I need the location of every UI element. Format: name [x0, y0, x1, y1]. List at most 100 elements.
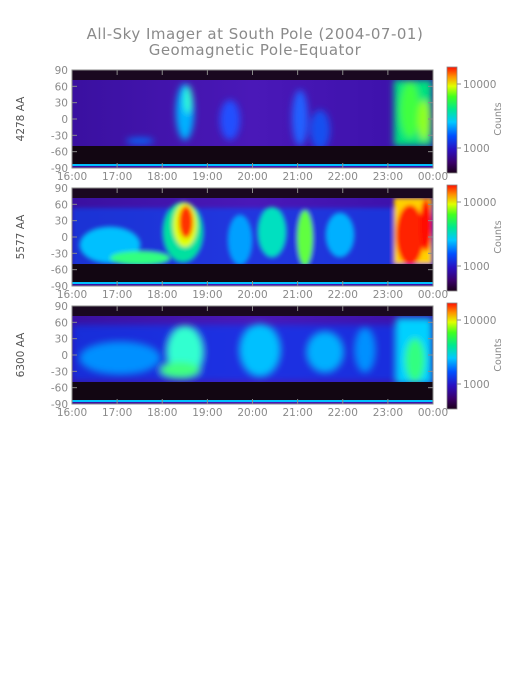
x-tick-label: 23:00 [373, 171, 403, 183]
colorbar-label: Counts [493, 102, 504, 135]
y-tick-label: 90 [55, 65, 68, 77]
aurora-emission [72, 318, 433, 384]
x-tick-label: 21:00 [282, 407, 312, 419]
y-tick-label: -90 [51, 163, 68, 175]
colorbar [446, 66, 458, 174]
colorbar-tick-label: 1000 [463, 143, 490, 155]
x-tick-label: 18:00 [147, 407, 177, 419]
y-tick-label: -90 [51, 399, 68, 411]
no-data-band-bottom [72, 382, 433, 400]
aurora-feature [400, 82, 420, 138]
x-tick-label: 16:00 [57, 289, 87, 301]
x-tick-label: 22:00 [328, 171, 358, 183]
aurora-feature [420, 199, 432, 251]
no-data-band-bottom [72, 146, 433, 164]
x-tick-label: 19:00 [192, 289, 222, 301]
x-tick-label: 20:00 [237, 171, 267, 183]
x-tick-label: 18:00 [147, 289, 177, 301]
y-tick-label: 30 [55, 334, 68, 346]
y-tick-label: -30 [51, 130, 68, 142]
aurora-feature [240, 324, 280, 376]
colorbar-tick-label: 10000 [463, 197, 496, 209]
y-axis-label: 5577 AA [15, 214, 27, 260]
x-tick-label: 16:00 [57, 171, 87, 183]
colorbar-tick-label: 10000 [463, 79, 496, 91]
heatmap-image [72, 188, 433, 286]
colorbar-label: Counts [493, 220, 504, 253]
x-tick-label: 16:00 [57, 407, 87, 419]
x-tick-label: 19:00 [192, 171, 222, 183]
aurora-feature [110, 251, 170, 265]
colorbar-tick-label: 1000 [463, 261, 490, 273]
aurora-feature [80, 342, 160, 374]
aurora-feature [326, 213, 354, 257]
aurora-feature [184, 86, 192, 114]
y-tick-label: 0 [61, 350, 68, 362]
heatmap-image [72, 306, 433, 404]
colorbar-tick-label: 10000 [463, 315, 496, 327]
aurora-feature [310, 110, 330, 150]
colorbar-label: Counts [493, 338, 504, 371]
y-axis-label: 4278 AA [15, 96, 27, 142]
x-tick-label: 17:00 [102, 407, 132, 419]
aurora-emission [126, 80, 432, 150]
y-tick-label: -30 [51, 366, 68, 378]
y-tick-label: 60 [55, 81, 68, 93]
y-axis-label: 6300 AA [15, 332, 27, 378]
x-tick-label: 19:00 [192, 407, 222, 419]
y-tick-label: 90 [55, 301, 68, 313]
x-tick-label: 00:00 [418, 289, 448, 301]
chart-subtitle: Geomagnetic Pole-Equator [148, 41, 362, 59]
chart-title: All-Sky Imager at South Pole (2004-07-01… [86, 25, 424, 43]
aurora-feature [220, 100, 240, 140]
x-tick-label: 18:00 [147, 171, 177, 183]
y-tick-label: 0 [61, 114, 68, 126]
x-tick-label: 00:00 [418, 171, 448, 183]
y-tick-label: 60 [55, 199, 68, 211]
x-tick-label: 17:00 [102, 171, 132, 183]
no-data-band-bottom [72, 264, 433, 282]
y-tick-label: -30 [51, 248, 68, 260]
x-tick-label: 23:00 [373, 407, 403, 419]
x-tick-label: 00:00 [418, 407, 448, 419]
colorbar-tick-label: 1000 [463, 379, 490, 391]
y-tick-label: 30 [55, 216, 68, 228]
colorbar [446, 184, 458, 292]
aurora-feature [160, 362, 200, 378]
aurora-feature [418, 100, 430, 140]
aurora-feature [297, 210, 313, 266]
x-tick-label: 23:00 [373, 289, 403, 301]
y-tick-label: -60 [51, 265, 68, 277]
x-tick-label: 21:00 [282, 171, 312, 183]
y-tick-label: 0 [61, 232, 68, 244]
y-tick-label: -60 [51, 383, 68, 395]
aurora-feature [126, 138, 154, 144]
x-tick-label: 22:00 [328, 407, 358, 419]
x-tick-label: 20:00 [237, 407, 267, 419]
aurora-feature [179, 206, 193, 238]
aurora-emission [72, 198, 433, 268]
y-tick-label: 30 [55, 98, 68, 110]
aurora-feature [292, 90, 308, 146]
colorbar [446, 302, 458, 410]
y-tick-label: 60 [55, 317, 68, 329]
aurora-feature [396, 205, 424, 265]
x-tick-label: 22:00 [328, 289, 358, 301]
heatmap-image [72, 70, 433, 168]
aurora-feature [405, 338, 425, 382]
y-tick-label: 90 [55, 183, 68, 195]
x-tick-label: 17:00 [102, 289, 132, 301]
x-tick-label: 21:00 [282, 289, 312, 301]
aurora-feature [228, 215, 252, 265]
x-tick-label: 20:00 [237, 289, 267, 301]
aurora-feature [355, 328, 375, 372]
y-tick-label: -90 [51, 281, 68, 293]
aurora-feature [258, 207, 286, 257]
y-tick-label: -60 [51, 147, 68, 159]
aurora-feature [307, 332, 343, 372]
